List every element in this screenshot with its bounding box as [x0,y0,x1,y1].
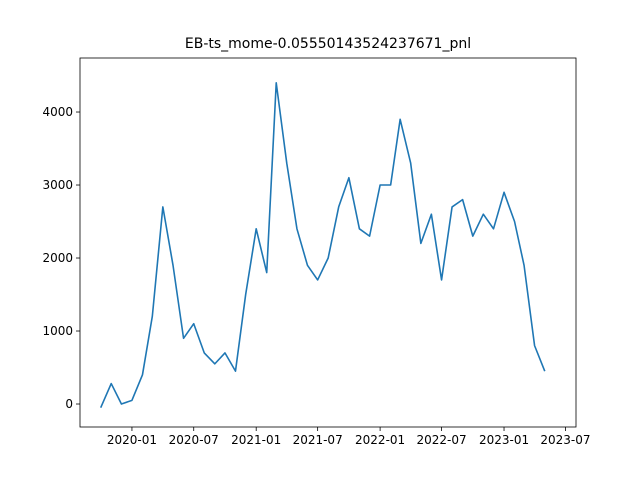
y-tick-label: 1000 [42,324,73,338]
y-tick-label: 0 [65,397,73,411]
x-tick-label: 2023-01 [479,433,529,447]
y-tick-label: 2000 [42,251,73,265]
x-tick-label: 2020-01 [107,433,157,447]
data-line [99,82,546,408]
x-tick-label: 2022-07 [416,433,466,447]
y-tick-label: 3000 [42,178,73,192]
chart-title: EB-ts_mome-0.05550143524237671_pnl [185,36,471,52]
x-tick-label: 2021-01 [231,433,281,447]
y-tick-label: 4000 [42,105,73,119]
plot-frame [79,57,577,428]
x-tick-label: 2023-07 [540,433,590,447]
x-tick-label: 2020-07 [169,433,219,447]
x-tick-label: 2022-01 [355,433,405,447]
x-tick-label: 2021-07 [293,433,343,447]
